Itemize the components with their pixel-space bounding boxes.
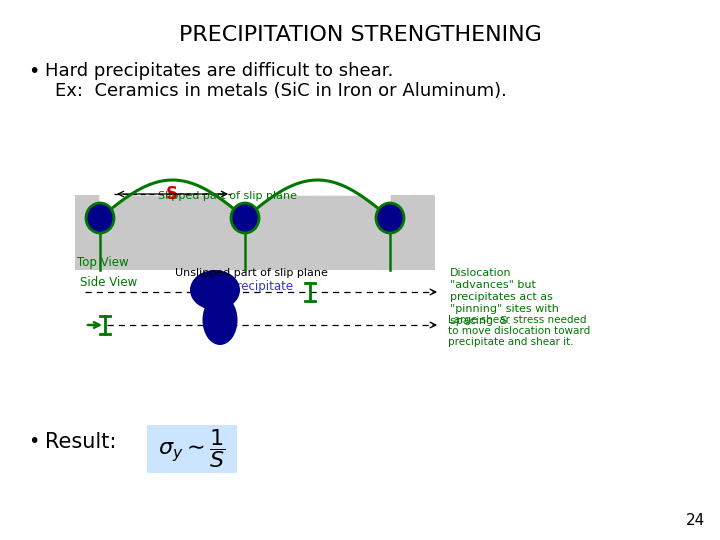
Ellipse shape [86,203,114,233]
Text: Hard precipitates are difficult to shear.: Hard precipitates are difficult to shear… [45,62,393,80]
Text: Dislocation: Dislocation [450,268,512,278]
Text: 24: 24 [685,513,705,528]
Ellipse shape [202,295,238,345]
Text: Large shear stress needed: Large shear stress needed [448,315,587,325]
Text: •: • [28,62,40,81]
Text: Top View: Top View [77,256,129,269]
Text: S: S [166,185,178,203]
Polygon shape [245,180,390,218]
Text: spacing  S.: spacing S. [450,316,511,326]
Text: precipitate and shear it.: precipitate and shear it. [448,337,574,347]
Ellipse shape [231,203,259,233]
Text: "advances" but: "advances" but [450,280,536,290]
Text: •: • [28,432,40,451]
Polygon shape [100,180,245,218]
Text: PRECIPITATION STRENGTHENING: PRECIPITATION STRENGTHENING [179,25,541,45]
Text: Slipped part of slip plane: Slipped part of slip plane [158,191,297,201]
Text: "pinning" sites with: "pinning" sites with [450,304,559,314]
Ellipse shape [190,270,240,310]
Text: Ex:  Ceramics in metals (SiC in Iron or Aluminum).: Ex: Ceramics in metals (SiC in Iron or A… [55,82,507,100]
Text: Side View: Side View [80,276,138,289]
Text: $\sigma_y \sim \dfrac{1}{S}$: $\sigma_y \sim \dfrac{1}{S}$ [158,428,225,470]
Bar [75,195,435,270]
Text: Unslipped part of slip plane: Unslipped part of slip plane [175,268,328,278]
Ellipse shape [376,203,404,233]
Text: precipitates act as: precipitates act as [450,292,553,302]
Text: precipitate: precipitate [230,280,294,293]
Text: Result:: Result: [45,432,117,452]
FancyBboxPatch shape [147,425,237,473]
Text: to move dislocation toward: to move dislocation toward [448,326,590,336]
